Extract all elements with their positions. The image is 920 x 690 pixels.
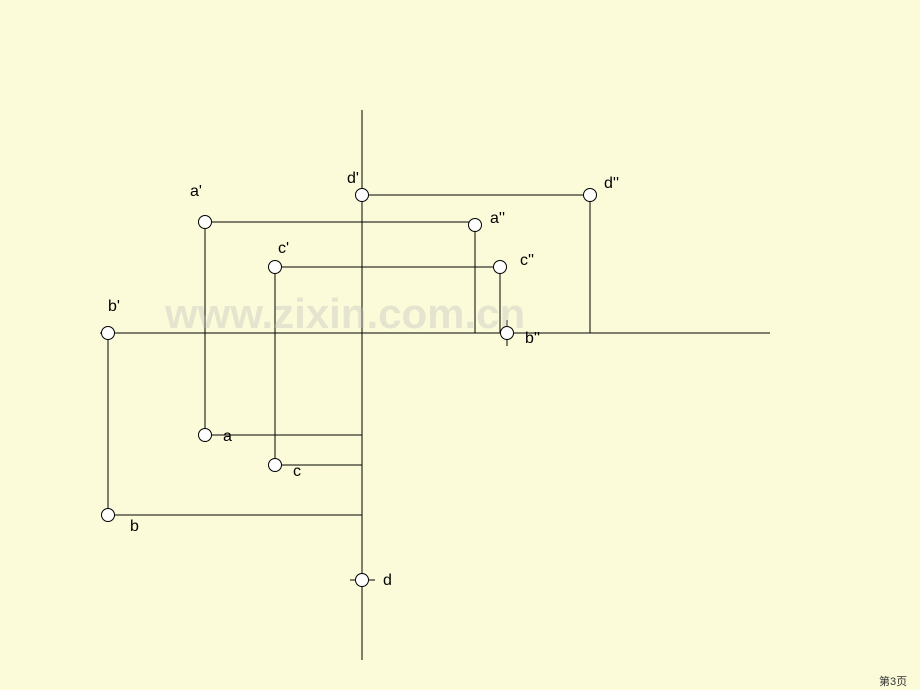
label-a: a — [223, 428, 232, 446]
label-d: d — [383, 572, 392, 590]
node-b-pp — [500, 326, 514, 340]
node-a-prime — [198, 215, 212, 229]
label-a-pp: a'' — [490, 210, 505, 228]
label-b-pp: b'' — [525, 330, 540, 348]
label-b-prime: b' — [108, 298, 120, 316]
label-c: c — [293, 463, 301, 481]
line-layer — [0, 0, 920, 690]
node-c — [268, 458, 282, 472]
node-c-pp — [493, 260, 507, 274]
label-c-pp: c'' — [520, 252, 534, 270]
label-d-prime: d' — [347, 170, 359, 188]
node-d-prime — [355, 188, 369, 202]
node-a — [198, 428, 212, 442]
label-d-pp: d'' — [604, 175, 619, 193]
node-d — [355, 573, 369, 587]
label-a-prime: a' — [190, 183, 202, 201]
label-c-prime: c' — [278, 240, 289, 258]
node-c-prime — [268, 260, 282, 274]
label-b: b — [130, 518, 139, 536]
node-d-pp — [583, 188, 597, 202]
node-b — [101, 508, 115, 522]
node-a-pp — [468, 218, 482, 232]
diagram-canvas: www.zixin.com.cn a'd'd''a''c'c''b'b''acb… — [0, 0, 920, 690]
page-footer: 第3页 — [879, 673, 907, 689]
node-b-prime — [101, 326, 115, 340]
